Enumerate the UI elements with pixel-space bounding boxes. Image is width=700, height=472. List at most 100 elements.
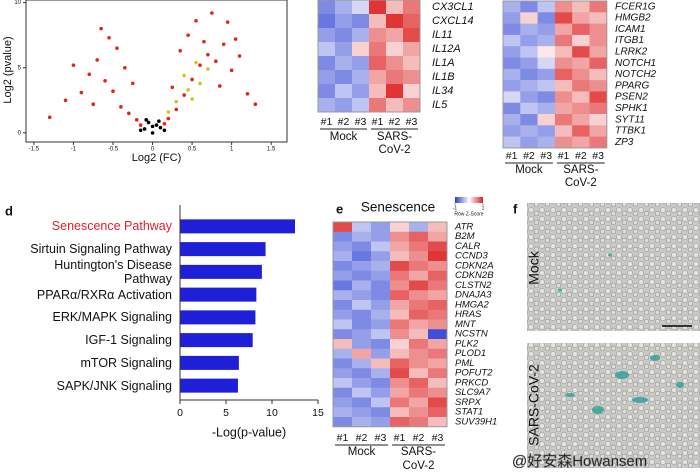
heatmap-cell: [333, 290, 353, 301]
heatmap-cell: [589, 91, 608, 103]
heatmap-cell: [409, 290, 429, 301]
heatmap-cell: [554, 68, 573, 81]
group-label: Mock: [330, 131, 358, 143]
point: [194, 60, 198, 65]
gene-label: B2M: [455, 231, 475, 242]
heatmap-cell: [409, 339, 429, 350]
heatmap-cell: [369, 42, 387, 57]
heatmap-cell: [371, 378, 391, 389]
heatmap-cell: [318, 56, 336, 71]
heatmap-cell: [503, 125, 521, 137]
heatmap-cell: [572, 12, 590, 24]
heatmap-cell: [554, 23, 573, 36]
gene-label: DNAJA3: [455, 290, 492, 301]
category-label: IGF-1 Signaling: [85, 333, 172, 348]
point: [229, 68, 234, 73]
heatmap-cell: [428, 417, 448, 428]
heatmap-cell: [572, 68, 590, 81]
heatmap-cell: [409, 368, 429, 379]
heatmap-cell: [318, 0, 336, 15]
point: [166, 116, 171, 121]
point: [221, 42, 226, 47]
gene-label: MNT: [455, 319, 477, 330]
heatmap-cell: [352, 42, 370, 57]
gene-label: IL1A: [432, 57, 455, 69]
heatmap-cell: [554, 125, 573, 137]
category-label: Senescence Pathway: [51, 219, 172, 234]
heatmap-cell: [333, 417, 353, 428]
heatmap-cell: [333, 319, 353, 330]
group-label: Mock: [515, 164, 543, 176]
gene-label: CCND3: [455, 251, 488, 262]
heatmap-cell: [390, 368, 410, 379]
heatmap-cell: [371, 222, 391, 233]
heatmap-cell: [371, 368, 391, 379]
heatmap-cell: [333, 251, 353, 262]
x-tick-label: -1: [71, 147, 77, 153]
heatmap-cell: [318, 84, 336, 99]
point: [123, 65, 127, 70]
column-label: #2: [389, 116, 401, 128]
x-tick-label: 0: [177, 407, 183, 419]
heatmap-cell: [520, 12, 538, 24]
heatmap-cell: [572, 136, 590, 149]
heatmap-cell: [572, 57, 590, 70]
heatmap-cell: [572, 125, 590, 137]
heatmap-cell: [409, 407, 429, 418]
image-label: SARS-CoV-2: [526, 364, 542, 446]
heatmap-cell: [352, 319, 372, 330]
point: [225, 20, 230, 24]
heatmap-cell: [333, 387, 353, 398]
heatmap-cell: [503, 102, 521, 115]
point: [142, 127, 147, 131]
heatmap-cell: [352, 270, 372, 281]
gene-label: CDKN2A: [455, 260, 494, 271]
heatmap-cell: [390, 280, 410, 291]
heatmap-cell: [537, 1, 556, 13]
heatmap-cell: [318, 70, 336, 85]
heatmap-cell: [390, 407, 410, 418]
point: [233, 37, 238, 41]
point: [178, 49, 183, 53]
heatmap-cell: [572, 34, 590, 47]
column-label: #1: [394, 432, 406, 444]
point: [237, 54, 242, 58]
point: [150, 131, 155, 135]
heatmap-cell: [409, 378, 429, 389]
heatmap-cell: [554, 46, 573, 58]
heatmap-cell: [428, 270, 448, 281]
gene-label: IL34: [432, 85, 453, 97]
gene-label: PLK2: [455, 338, 479, 349]
blue-stain: [558, 253, 684, 414]
heatmap-cell: [369, 56, 387, 71]
heatmap-cell: [352, 261, 372, 272]
heatmap-cell: [554, 12, 573, 24]
group-label: CoV-2: [379, 144, 411, 156]
heatmap-cell: [390, 329, 410, 340]
heatmap-cell: [352, 387, 372, 398]
point: [198, 81, 202, 86]
heatmap-cell: [390, 339, 410, 350]
heatmap-cell: [537, 34, 556, 47]
heatmap-cell: [333, 378, 353, 389]
heatmap-cell: [371, 270, 391, 281]
heatmap-cell: [371, 280, 391, 291]
gene-label: LRRK2: [615, 46, 648, 57]
heatmap-cell: [503, 12, 521, 24]
heatmap-cell: [333, 397, 353, 408]
point: [245, 91, 250, 96]
heatmap-cell: [537, 12, 556, 24]
heatmap-cell: [589, 46, 608, 58]
gene-label: STAT1: [455, 407, 483, 418]
point: [107, 35, 111, 40]
heatmap-cell: [409, 397, 429, 408]
x-tick-label: 10: [266, 407, 278, 419]
heatmap-cell: [390, 378, 410, 389]
heatmap-cell: [503, 57, 521, 70]
heatmap-cell: [537, 114, 556, 126]
heatmap-cell: [333, 270, 353, 281]
point: [174, 107, 179, 112]
heatmap-cell: [428, 329, 448, 340]
heatmap-cell: [352, 329, 372, 340]
